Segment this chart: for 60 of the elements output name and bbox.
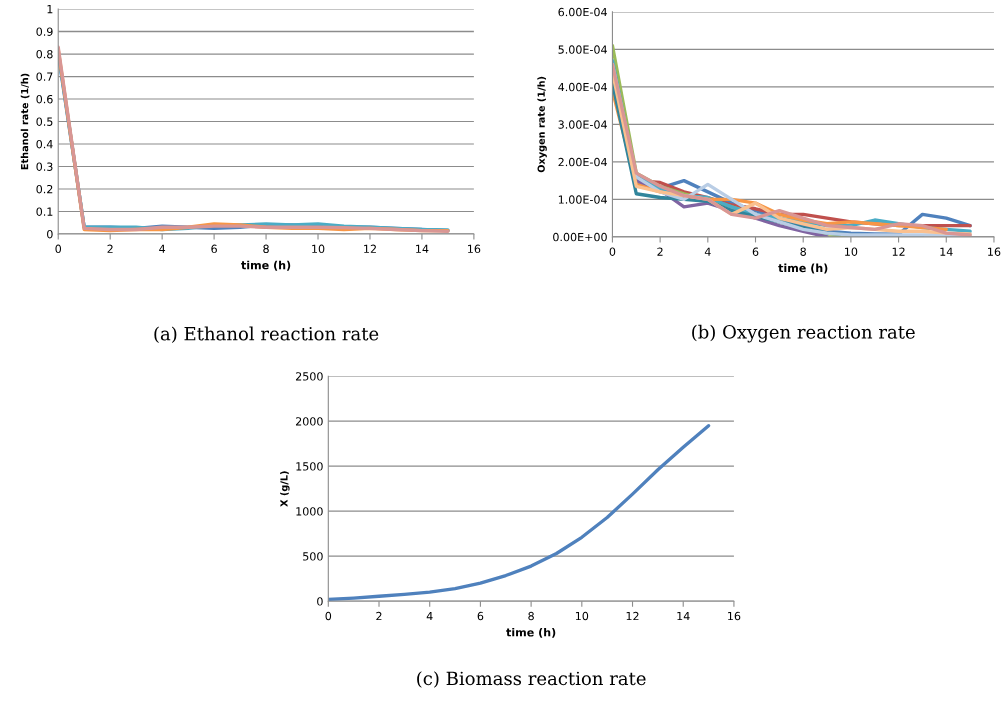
y-tick-label: 0.5 xyxy=(36,117,53,126)
x-tick-label: 12 xyxy=(626,611,639,621)
x-tick-label: 4 xyxy=(704,247,711,256)
x-tick-label: 6 xyxy=(211,244,217,254)
y-tick-label: 0.2 xyxy=(36,184,53,194)
y-tick-label: 0 xyxy=(317,597,323,606)
x-tick-label: 2 xyxy=(107,244,113,253)
y-tick-label: 1500 xyxy=(296,462,323,471)
y-tick-label: 1 xyxy=(47,5,53,14)
y-tick-label: 0.9 xyxy=(36,27,53,36)
x-tick-label: 0 xyxy=(609,247,616,256)
y-tick-label: 0.3 xyxy=(36,162,53,171)
x-tick-label: 14 xyxy=(940,247,953,256)
y-axis-title: Ethanol rate (1/h) xyxy=(20,73,30,170)
x-tick-label: 6 xyxy=(477,611,484,621)
y-tick-label: 1000 xyxy=(296,507,323,516)
x-tick-label: 10 xyxy=(312,244,325,254)
y-tick-label: 0.00E+00 xyxy=(553,232,607,242)
y-tick-label: 0.8 xyxy=(36,49,53,59)
x-tick-label: 0 xyxy=(55,244,62,254)
x-tick-label: 10 xyxy=(845,247,858,256)
x-tick-label: 6 xyxy=(752,247,759,256)
x-tick-label: 12 xyxy=(364,244,376,253)
x-tick-label: 14 xyxy=(416,244,429,253)
x-tick-label: 8 xyxy=(263,244,269,254)
x-axis-title: time (h) xyxy=(241,260,291,271)
y-tick-label: 2500 xyxy=(295,372,323,381)
y-tick-label: 6.00E-04 xyxy=(558,7,607,17)
x-tick-label: 2 xyxy=(376,611,382,621)
x-tick-label: 14 xyxy=(677,611,690,621)
y-tick-label: 2000 xyxy=(295,417,323,426)
x-tick-label: 16 xyxy=(988,247,1001,256)
y-tick-label: 0.4 xyxy=(36,139,53,149)
y-tick-label: 0.7 xyxy=(36,72,53,81)
x-tick-label: 16 xyxy=(728,611,741,621)
y-axis-title: X (g/L) xyxy=(280,471,290,507)
x-tick-label: 8 xyxy=(528,611,534,621)
text: (a) Ethanol reaction rate xyxy=(154,326,379,344)
y-tick-label: 2.00E-04 xyxy=(558,157,607,167)
x-axis-title: time (h) xyxy=(778,263,828,274)
text: (b) Oxygen reaction rate xyxy=(692,324,915,343)
y-tick-label: 1.00E-04 xyxy=(558,195,607,204)
x-tick-label: 8 xyxy=(800,247,806,256)
x-tick-label: 4 xyxy=(159,244,166,253)
y-tick-label: 0.1 xyxy=(36,207,53,216)
x-tick-label: 10 xyxy=(575,611,589,621)
y-tick-label: 4.00E-04 xyxy=(558,82,607,92)
x-axis-title: time (h) xyxy=(506,627,556,638)
y-tick-label: 0 xyxy=(47,229,53,239)
y-tick-label: 3.00E-04 xyxy=(558,120,607,129)
y-axis-title: Oxygen rate (1/h) xyxy=(537,76,547,173)
x-tick-label: 12 xyxy=(892,247,905,256)
x-tick-label: 2 xyxy=(657,247,663,256)
y-tick-label: 0.6 xyxy=(36,94,53,104)
y-tick-label: 500 xyxy=(303,552,323,561)
x-tick-label: 4 xyxy=(426,611,433,621)
x-tick-label: 16 xyxy=(468,244,481,254)
x-tick-label: 0 xyxy=(325,611,332,621)
text: (c) Biomass reaction rate xyxy=(417,671,646,688)
y-tick-label: 5.00E-04 xyxy=(558,45,607,54)
